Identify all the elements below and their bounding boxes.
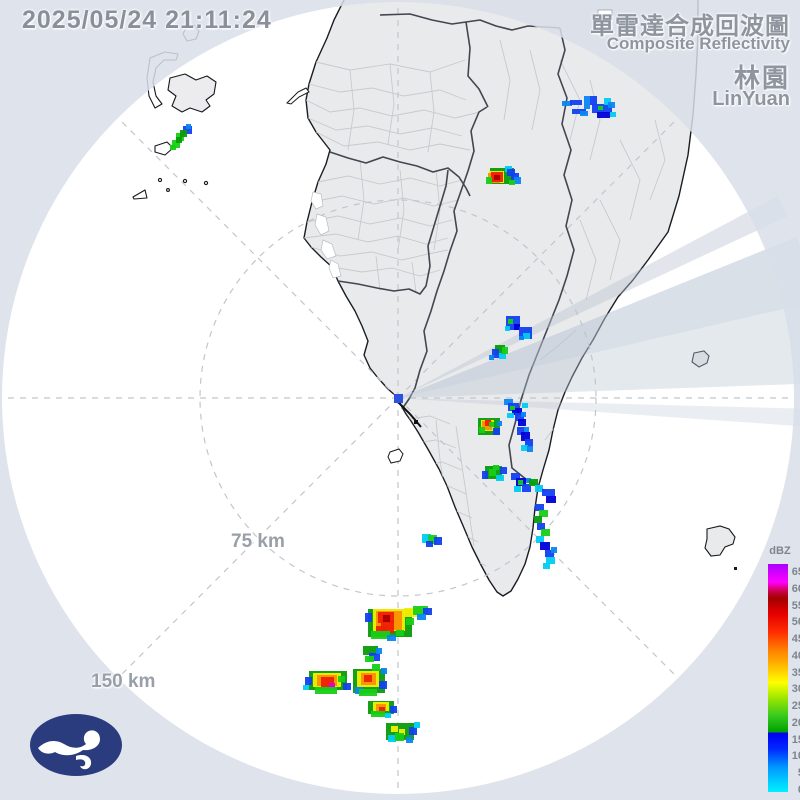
colorbar-tick-label: 50 xyxy=(791,616,800,629)
cwb-logo xyxy=(30,714,122,776)
station-name-zh: 林園 xyxy=(733,63,790,93)
logo-ellipse xyxy=(30,714,122,776)
colorbar-tick-label: 5 xyxy=(790,768,800,779)
dbz-colorbar-ticks: 65605550454035302520151050 xyxy=(790,564,800,796)
harbor-breakwater xyxy=(395,399,422,428)
colorbar-tick-label: 0 xyxy=(790,785,800,796)
colorbar-tick-label: 20 xyxy=(791,716,800,729)
colorbar-tick-label: 30 xyxy=(791,683,800,696)
radar-site-marker xyxy=(394,394,403,403)
timestamp: 2025/05/24 21:11:24 xyxy=(22,6,272,34)
lanyu-island xyxy=(704,525,737,570)
county-boundaries xyxy=(329,13,575,492)
colorbar-tick-label: 15 xyxy=(791,733,800,746)
station-box-symbol xyxy=(597,9,613,28)
page-title-en: Composite Reflectivity xyxy=(606,34,790,53)
coastal-lagoons xyxy=(310,191,342,279)
colorbar-tick-label: 10 xyxy=(791,750,800,763)
colorbar-tick-label: 45 xyxy=(791,633,800,646)
liuqiu-island xyxy=(387,448,404,464)
colorbar-tick-label: 55 xyxy=(791,599,800,612)
colorbar-tick-label: 60 xyxy=(791,582,800,595)
colorbar-tick-label: 40 xyxy=(791,649,800,662)
sandbar-island xyxy=(286,87,310,105)
colorbar-tick-label: 35 xyxy=(791,666,800,679)
colorbar-tick-label: 65 xyxy=(791,566,800,578)
station-name-en: LinYuan xyxy=(712,88,790,110)
range-ring-label-75km: 75 km xyxy=(231,531,285,552)
dbz-colorbar xyxy=(768,564,788,792)
range-ring-label-150km: 150 km xyxy=(91,671,156,692)
green-island xyxy=(691,350,710,368)
colorbar-tick-label: 25 xyxy=(791,700,800,713)
colorbar-unit-label: dBZ xyxy=(769,545,791,557)
logo-wave-upper xyxy=(38,730,100,756)
logo-wave-lower xyxy=(76,754,92,770)
page-title-zh: 單雷達合成回波圖 xyxy=(590,13,790,40)
